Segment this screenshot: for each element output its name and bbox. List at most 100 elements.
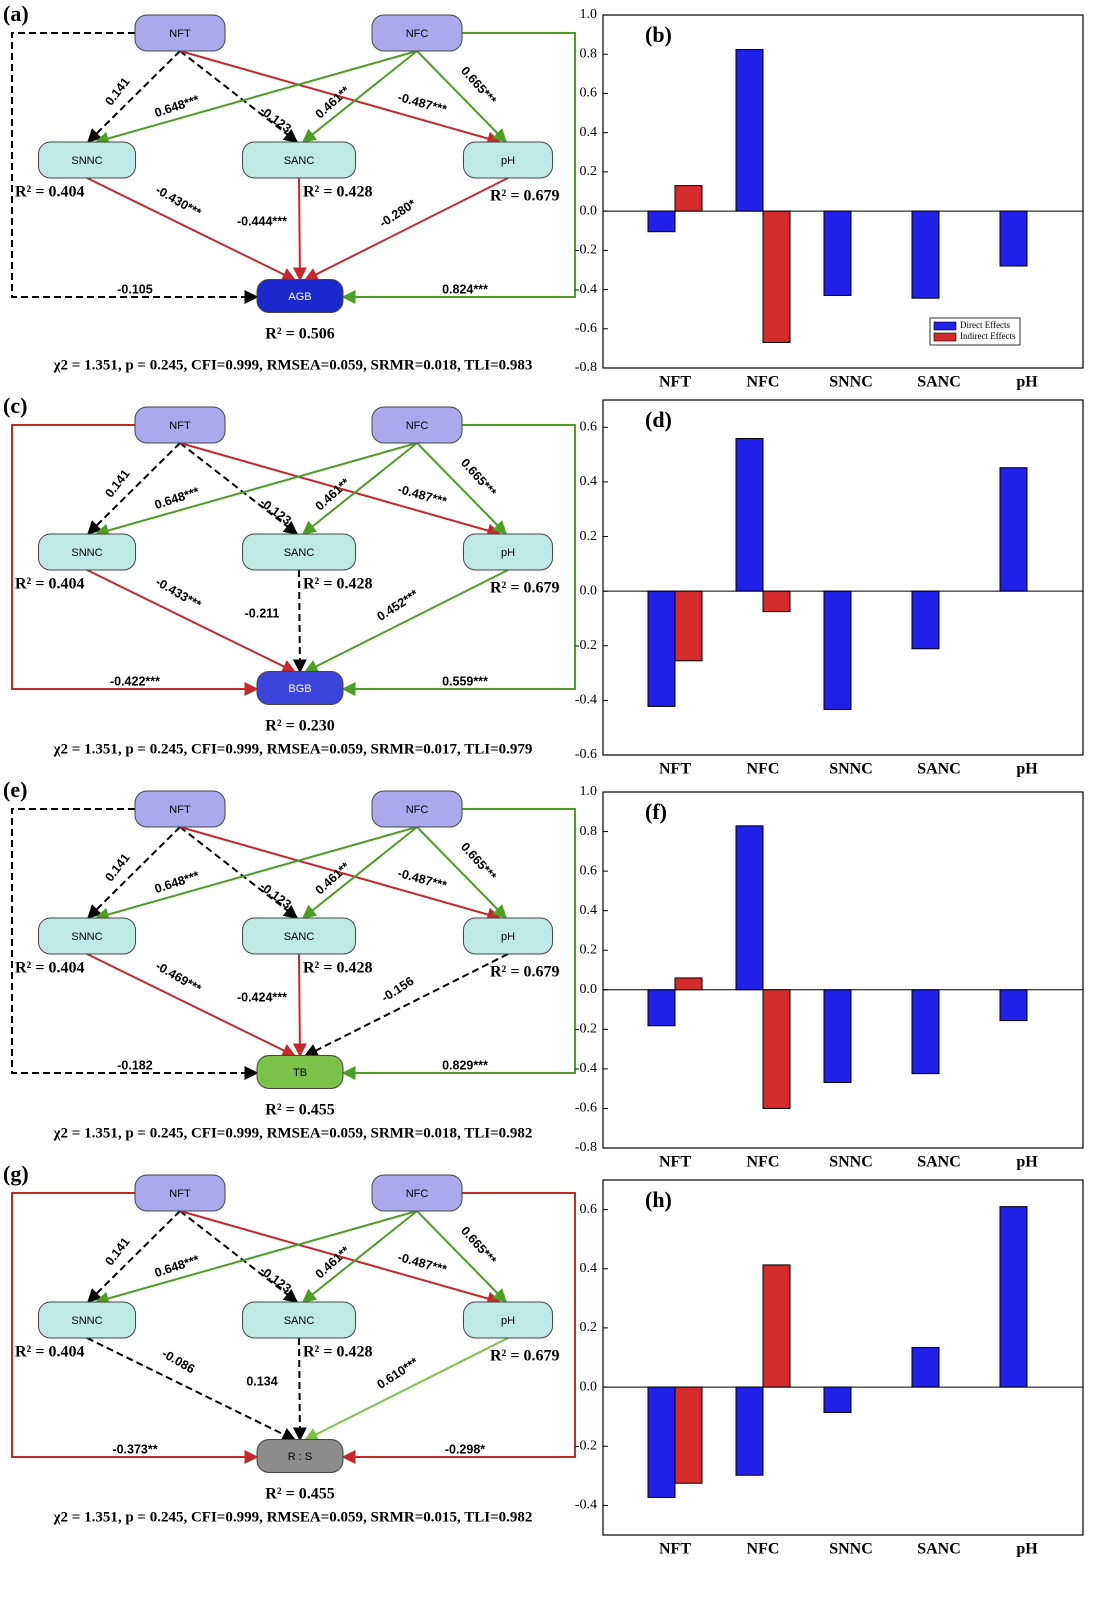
y-tick-label: 0.2 <box>580 942 598 957</box>
path-arrow <box>416 826 507 920</box>
x-tick-label: pH <box>1016 1541 1038 1558</box>
node-box <box>38 533 136 571</box>
r-squared: R² = 0.404 <box>15 960 84 977</box>
r-squared: R² = 0.455 <box>265 1102 334 1119</box>
bar <box>674 590 703 662</box>
path-arrow <box>301 1210 418 1303</box>
node-label: SANC <box>284 1315 315 1327</box>
path-coefficient: 0.648*** <box>153 485 201 513</box>
node-label: NFC <box>406 28 429 40</box>
node-label: AGB <box>288 291 311 303</box>
r-squared: R² = 0.455 <box>265 1486 334 1503</box>
path-coefficient: -0.086 <box>159 1346 197 1376</box>
node-label: TB <box>293 1067 307 1079</box>
node-label: SNNC <box>71 1315 102 1327</box>
bar <box>999 1206 1028 1388</box>
r-squared: R² = 0.679 <box>490 580 559 597</box>
bar <box>999 467 1028 592</box>
x-tick-label: pH <box>1016 374 1038 391</box>
path-coefficient: -0.487*** <box>396 866 448 893</box>
path-coefficient: -0.487*** <box>396 90 448 117</box>
plot-frame <box>602 14 1084 369</box>
path-coefficient: -0.444*** <box>237 214 287 228</box>
path-arrow <box>179 50 299 143</box>
path-coefficient: -0.373** <box>112 1442 157 1456</box>
x-tick-label: NFC <box>747 761 780 778</box>
bar <box>647 989 676 1027</box>
node-label: SNNC <box>71 547 102 559</box>
path-arrow <box>86 569 297 673</box>
node-box <box>371 406 463 444</box>
sem-diagram: (g) 0.141 -0.123 -0.487*** 0.648*** 0.461** 0.… <box>3 1161 576 1525</box>
x-tick-label: NFC <box>747 1541 780 1558</box>
path-coefficient: 0.461** <box>313 83 353 121</box>
bar <box>735 438 764 592</box>
bar <box>911 590 940 650</box>
node-box <box>38 141 136 179</box>
path-arrow <box>341 32 576 304</box>
node-box <box>371 790 463 828</box>
y-tick-label: -0.8 <box>575 1140 597 1155</box>
bar <box>647 590 676 707</box>
node-label: NFT <box>169 804 191 816</box>
panel-label: (d) <box>645 407 672 432</box>
path-coefficient: 0.559*** <box>442 674 488 688</box>
y-tick-label: 1.0 <box>580 784 598 799</box>
r-squared: R² = 0.230 <box>265 718 334 735</box>
fit-indices: χ2 = 1.351, p = 0.245, CFI=0.999, RMSEA=… <box>53 1125 533 1141</box>
path-arrow <box>303 953 509 1057</box>
path-arrow <box>292 1337 307 1442</box>
node-box <box>371 1174 463 1212</box>
path-coefficient: 0.461** <box>313 859 353 897</box>
x-tick-label: NFT <box>659 1541 691 1558</box>
y-tick-label: -0.4 <box>575 1061 597 1076</box>
node-label: NFT <box>169 1188 191 1200</box>
bar <box>762 1264 791 1388</box>
bar <box>762 989 791 1109</box>
bar <box>823 590 852 710</box>
bar <box>762 210 791 344</box>
panel-label: (c) <box>3 393 27 418</box>
node-box <box>463 917 553 955</box>
y-tick-label: -0.2 <box>575 243 597 258</box>
y-tick-label: 0.8 <box>580 824 598 839</box>
node-box <box>256 1439 344 1473</box>
path-arrow <box>87 442 181 535</box>
path-coefficient: 0.141 <box>102 851 132 884</box>
r-squared: R² = 0.428 <box>303 184 372 201</box>
path-coefficient: -0.123 <box>257 103 294 136</box>
y-tick-label: 0.0 <box>580 1379 598 1394</box>
bar <box>674 977 703 991</box>
path-coefficient: 0.648*** <box>153 869 201 897</box>
y-tick-label: 0.4 <box>580 474 598 489</box>
x-tick-label: SNNC <box>829 374 873 391</box>
y-tick-label: -0.4 <box>575 282 597 297</box>
x-tick-label: pH <box>1016 761 1038 778</box>
sem-diagram: (c) 0.141 -0.123 -0.487*** 0.648*** 0.461** 0.… <box>3 393 576 757</box>
node-label: SANC <box>284 155 315 167</box>
x-tick-label: SNNC <box>829 761 873 778</box>
x-tick-label: pH <box>1016 1154 1038 1171</box>
path-coefficient: -0.123 <box>257 879 294 912</box>
bar <box>674 185 703 212</box>
y-tick-label: 0.8 <box>580 46 598 61</box>
r-squared: R² = 0.506 <box>265 326 334 343</box>
path-coefficient: 0.461** <box>313 1243 353 1281</box>
path-coefficient: 0.829*** <box>442 1058 488 1072</box>
x-tick-label: SANC <box>917 374 961 391</box>
bar <box>647 1386 676 1498</box>
legend-label: Direct Effects <box>960 320 1011 330</box>
node-box <box>256 671 344 705</box>
r-squared: R² = 0.679 <box>490 964 559 981</box>
panel-label: (h) <box>645 1187 672 1212</box>
path-arrow <box>86 1337 297 1441</box>
path-arrow <box>416 50 507 144</box>
node-box <box>134 14 226 52</box>
x-tick-label: SNNC <box>829 1541 873 1558</box>
path-arrow <box>179 442 502 538</box>
bar <box>735 1386 764 1476</box>
path-coefficient: 0.141 <box>102 1235 132 1268</box>
path-arrow <box>179 1210 299 1303</box>
path-coefficient: -0.298* <box>445 1442 485 1456</box>
x-tick-label: NFT <box>659 1154 691 1171</box>
